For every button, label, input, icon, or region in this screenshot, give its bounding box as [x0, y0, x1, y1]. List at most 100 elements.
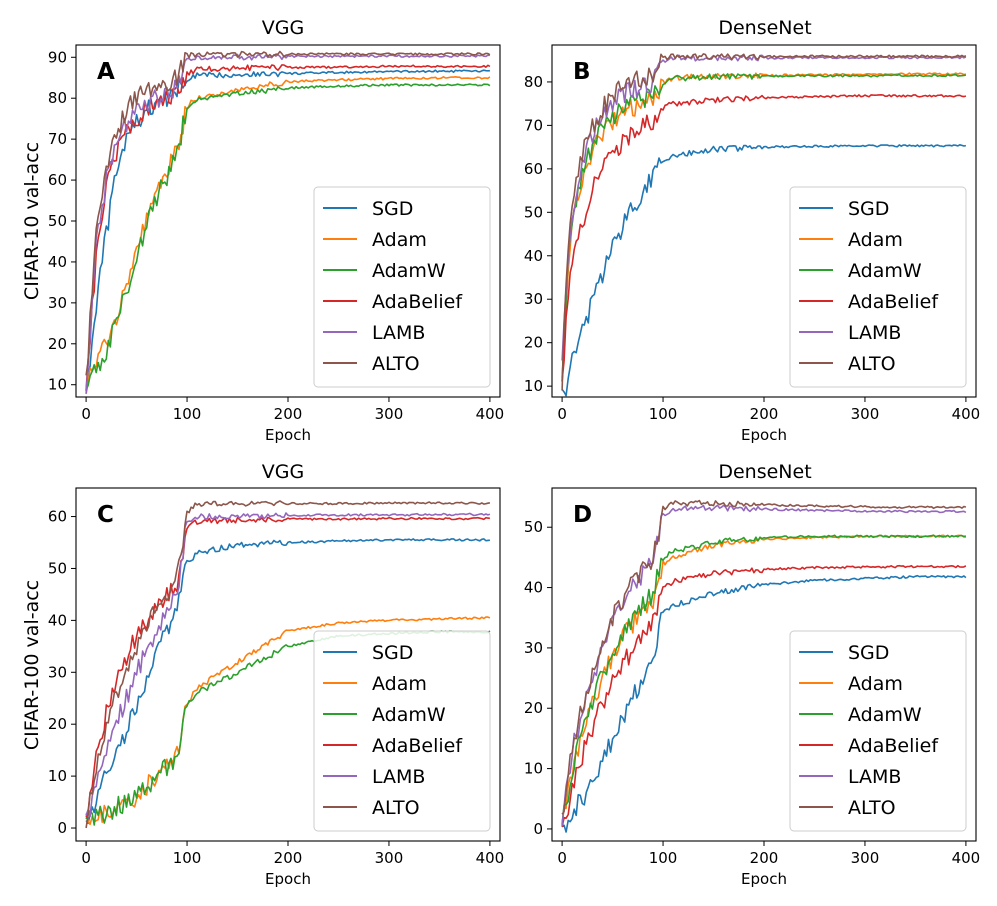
panel-d-line-alto [561, 499, 967, 815]
panel-c-x-tick-label: 300 [375, 849, 404, 867]
panel-c-x-tick-label: 200 [274, 849, 303, 867]
panel-a-legend-label: ALTO [372, 353, 420, 375]
panel-c-line-adabelief [85, 516, 490, 818]
panel-b-y-tick-label: 30 [524, 290, 543, 308]
panel-b-legend: SGD Adam AdamW AdaBelief LAMB ALTO [789, 186, 967, 388]
panel-a-legend: SGD Adam AdamW AdaBelief LAMB ALTO [313, 186, 491, 388]
panel-a-legend-label: AdamW [372, 260, 446, 282]
panel-b-y-tick-label: 60 [524, 160, 543, 178]
panel-b-legend-label: AdaBelief [848, 291, 939, 313]
panel-a-legend-label: LAMB [372, 322, 425, 344]
panel-d-x-tick-label: 400 [952, 849, 981, 867]
panel-b-title: DenseNet [718, 17, 811, 39]
panel-b-legend-label: ALTO [848, 353, 896, 375]
panel-b-y-tick-label: 70 [524, 116, 543, 134]
panel-c-y-tick-label: 50 [48, 559, 67, 577]
panel-a-y-tick-label: 60 [48, 171, 67, 189]
panel-d-title: DenseNet [718, 461, 811, 483]
panel-d-legend-label: AdamW [848, 704, 922, 726]
panel-b-x-tick-label: 300 [851, 405, 880, 423]
panel-a: VGG CIFAR-10 val-acc Epoch A 0 100 200 300 4… [21, 17, 504, 444]
panel-a-x-label: Epoch [265, 426, 311, 444]
panel-d-y-tick-label: 40 [524, 579, 543, 597]
panel-a-series [85, 50, 491, 395]
panel-d-y-tick-label: 0 [533, 820, 543, 838]
panel-c-line-adam [85, 616, 491, 826]
panel-c-y-label: CIFAR-100 val-acc [21, 580, 43, 750]
panel-c-x-tick-label: 0 [81, 849, 91, 867]
panel-a-legend-label: AdaBelief [372, 291, 463, 313]
panel-b-legend-label: AdamW [848, 260, 922, 282]
panel-a-line-alto [85, 50, 491, 376]
panel-c-x-tick-label: 400 [476, 849, 505, 867]
panel-b-legend-label: SGD [848, 198, 889, 220]
panel-d-legend-label: LAMB [848, 766, 901, 788]
panel-a-line-adamw [85, 83, 491, 390]
panel-b-y-tick-label: 50 [524, 203, 543, 221]
panel-a-y-tick-label: 50 [48, 212, 67, 230]
panel-d: DenseNet Epoch D 0 100 200 300 400 0 10 20 30 40 5… [524, 461, 980, 888]
panel-a-y-tick-label: 80 [48, 89, 67, 107]
panel-a-y-label: CIFAR-10 val-acc [21, 142, 43, 300]
panel-c-legend-box [313, 630, 491, 832]
panel-c-y-tick-label: 10 [48, 767, 67, 785]
panel-c-y-tick-label: 20 [48, 715, 67, 733]
panel-c-line-alto [85, 500, 491, 829]
panel-b-x-label: Epoch [741, 426, 787, 444]
panel-a-line-lamb [85, 53, 490, 394]
panel-d-legend-label: AdaBelief [848, 735, 939, 757]
panel-a-x-tick-label: 300 [375, 405, 404, 423]
panel-d-legend-label: ALTO [848, 797, 896, 819]
panel-c-y-tick-label: 40 [48, 611, 67, 629]
panel-a-y-tick-label: 10 [48, 376, 67, 394]
panel-a-x-tick-label: 400 [476, 405, 505, 423]
panel-b-letter: B [573, 59, 591, 85]
panel-c-line-lamb [85, 512, 491, 818]
panel-d-x-tick-label: 300 [851, 849, 880, 867]
panel-c-x-tick-label: 100 [173, 849, 202, 867]
panel-c-legend-label: AdaBelief [372, 735, 463, 757]
panel-a-line-sgd [85, 69, 490, 392]
panel-d-y-tick-label: 20 [524, 699, 543, 717]
panel-c-y-tick-label: 60 [48, 508, 67, 526]
panel-b-line-sgd [561, 144, 967, 397]
panel-a-x-tick-label: 0 [81, 405, 91, 423]
panel-b-x-tick-label: 200 [750, 405, 779, 423]
panel-d-x-label: Epoch [741, 870, 787, 888]
panel-d-legend: SGD Adam AdamW AdaBelief LAMB ALTO [789, 630, 967, 832]
panel-d-line-sgd [561, 574, 967, 833]
panel-c-legend-label: SGD [372, 642, 413, 664]
panel-d-y-tick-label: 30 [524, 639, 543, 657]
panel-c: VGG CIFAR-100 val-acc Epoch C 0 100 200 300… [21, 461, 504, 888]
panel-d-x-tick-label: 200 [750, 849, 779, 867]
panel-d-line-adamw [561, 534, 967, 825]
panel-d-legend-label: Adam [848, 673, 903, 695]
panel-a-legend-label: SGD [372, 198, 413, 220]
panel-b-y-tick-label: 20 [524, 334, 543, 352]
panel-d-y-tick-label: 50 [524, 518, 543, 536]
panel-b-x-tick-label: 400 [952, 405, 981, 423]
panel-a-letter: A [97, 59, 115, 85]
panel-a-legend-box [313, 186, 491, 388]
panel-b-legend-label: Adam [848, 229, 903, 251]
panel-a-y-tick-label: 20 [48, 335, 67, 353]
panel-c-legend-label: Adam [372, 673, 427, 695]
panel-c-title: VGG [262, 461, 304, 483]
panel-d-line-lamb [561, 504, 967, 826]
panel-d-legend-box [789, 630, 967, 832]
panel-a-y-tick-label: 70 [48, 130, 67, 148]
panel-b-x-tick-label: 0 [557, 405, 567, 423]
panel-a-line-adam [85, 76, 491, 395]
panel-c-line-sgd [85, 538, 490, 825]
panel-a-y-tick-label: 40 [48, 253, 67, 271]
panel-c-series [85, 500, 491, 829]
panel-b-legend-label: LAMB [848, 322, 901, 344]
panel-b-line-adabelief [561, 94, 967, 381]
panel-b-legend-box [789, 186, 967, 388]
panel-a-title: VGG [262, 17, 304, 39]
panel-d-legend-label: SGD [848, 642, 889, 664]
panel-c-legend-label: LAMB [372, 766, 425, 788]
panel-a-y-tick-label: 30 [48, 294, 67, 312]
panel-a-x-tick-label: 100 [173, 405, 202, 423]
